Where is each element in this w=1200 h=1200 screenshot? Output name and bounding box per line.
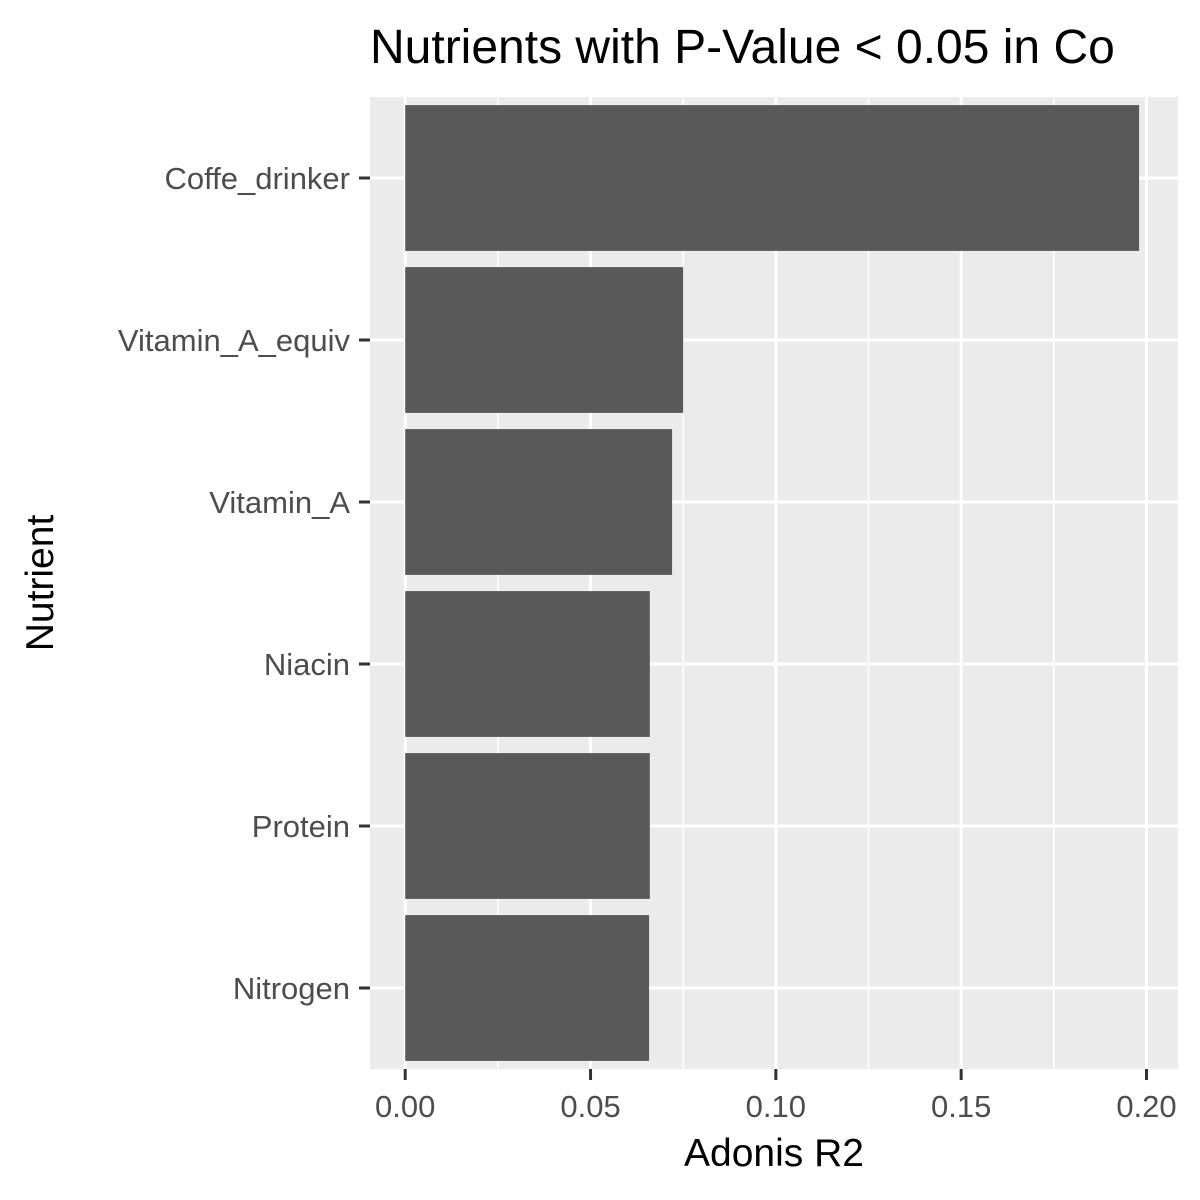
y-tick-label: Vitamin_A_equiv: [118, 323, 351, 358]
bar-coffe-drinker: [405, 105, 1140, 251]
plot-panel: [370, 97, 1178, 1069]
chart-title: Nutrients with P-Value < 0.05 in Co: [370, 21, 1115, 74]
y-tick-label: Coffe_drinker: [164, 161, 350, 196]
y-tick-label: Protein: [252, 809, 350, 844]
x-tick-label: 0.00: [375, 1089, 435, 1124]
bars: [405, 105, 1140, 1061]
y-tick-label: Niacin: [264, 647, 350, 682]
y-axis: Coffe_drinker Vitamin_A_equiv Vitamin_A Nia…: [118, 161, 370, 1006]
y-axis-title: Nutrient: [19, 515, 62, 652]
bar-vitamin-a: [405, 429, 673, 575]
bar-protein: [405, 753, 650, 899]
x-tick-label: 0.05: [560, 1089, 620, 1124]
bar-vitamin-a-equiv: [405, 267, 684, 413]
y-tick-label: Nitrogen: [233, 971, 350, 1006]
x-tick-label: 0.20: [1116, 1089, 1176, 1124]
x-axis-title: Adonis R2: [684, 1132, 864, 1175]
x-tick-label: 0.10: [746, 1089, 806, 1124]
bar-niacin: [405, 591, 650, 737]
x-tick-label: 0.15: [931, 1089, 991, 1124]
x-axis: 0.00 0.05 0.10 0.15 0.20: [375, 1069, 1177, 1124]
y-tick-label: Vitamin_A: [209, 485, 350, 520]
bar-nitrogen: [405, 915, 650, 1061]
